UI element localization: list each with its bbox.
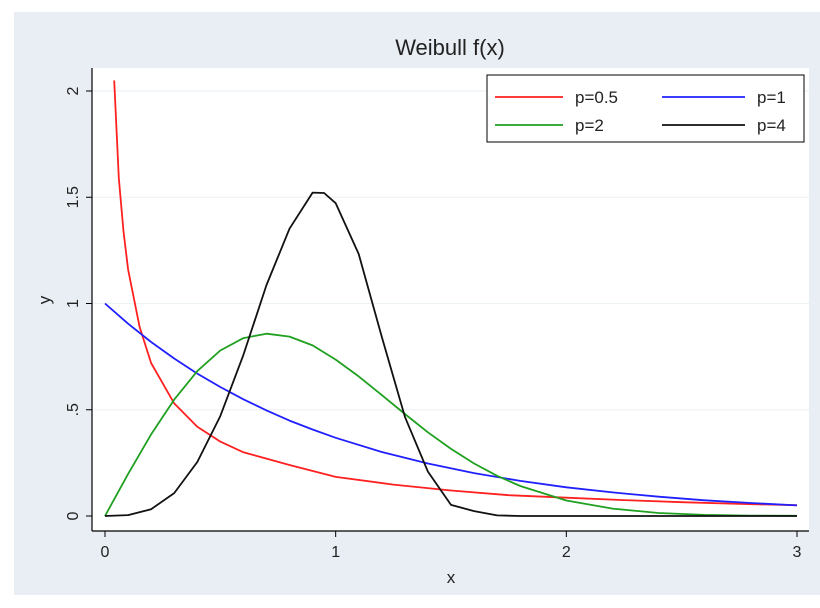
y-axis-title: y [35,295,54,304]
y-tick-label: 0 [65,511,82,520]
y-tick-label: .5 [65,403,82,416]
legend-label-p4: p=4 [757,116,786,135]
y-tick-label: 1 [65,299,82,308]
series-line-p4 [104,191,797,517]
series-line-p1 [104,302,798,507]
legend-label-p05: p=0.5 [575,88,618,107]
legend: p=0.5 p=1 p=2 p=4 [486,74,805,143]
axis-ticks: 0 .5 1 1.5 2 0 1 2 3 [65,86,802,561]
y-tick-label: 2 [65,86,82,95]
plot-region [92,68,809,531]
x-tick-label: 3 [793,544,802,561]
x-axis-title: x [447,568,456,587]
legend-box [486,74,805,143]
series-lines [104,80,798,517]
series-line-p2 [104,332,798,517]
x-tick-label: 2 [562,544,571,561]
x-tick-label: 1 [331,544,340,561]
series-line-p05 [113,80,798,507]
legend-label-p2: p=2 [575,116,604,135]
axes [91,68,809,532]
y-tick-label: 1.5 [65,186,82,208]
x-tick-label: 0 [101,544,110,561]
chart-title: Weibull f(x) [395,35,505,60]
legend-label-p1: p=1 [757,88,786,107]
